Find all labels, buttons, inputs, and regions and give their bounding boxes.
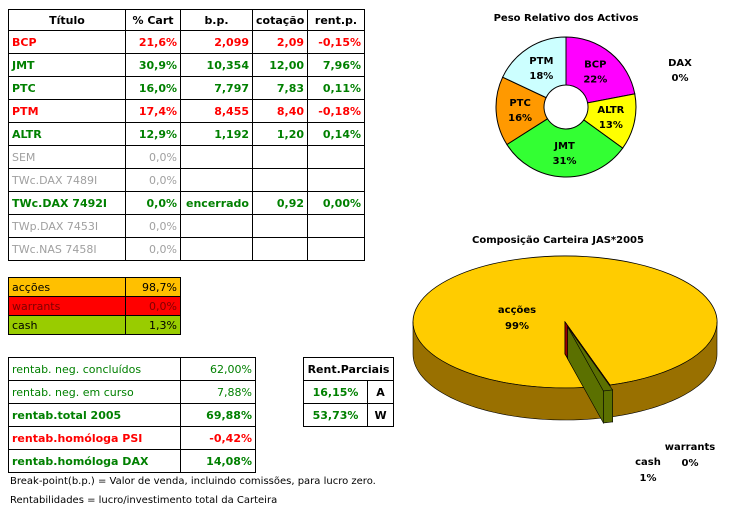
table-cell	[252, 214, 308, 238]
allocation-cell: warrants	[8, 296, 126, 316]
table-cell: 8,40	[252, 99, 308, 123]
partials-row: 53,73% W	[303, 403, 395, 427]
table-cell: 0,0%	[125, 237, 181, 261]
donut-slice	[495, 76, 549, 146]
slice-name: PTM	[529, 56, 553, 67]
table-row: ALTR 12,9% 1,192 1,20 0,14%	[8, 122, 365, 146]
allocation-cell: acções	[8, 277, 126, 297]
returns-cell: rentab.homóloga PSI	[8, 426, 181, 450]
table-cell: 2,09	[252, 30, 308, 54]
header-row: Título% Cart b.p. cotação rent.p.	[8, 9, 365, 31]
table-cell	[307, 145, 365, 169]
table-cell: 17,4%	[125, 99, 181, 123]
holdings-table: Título% Cart b.p. cotação rent.p. BCP 21,6% 2,…	[8, 9, 365, 261]
table-cell: TWc.DAX 7489I	[8, 168, 126, 192]
returns-table: rentab. neg. concluídos 62,00% rentab. neg…	[8, 357, 256, 473]
slice-name: BCP	[584, 60, 606, 71]
table-cell: TWc.DAX 7492I	[8, 191, 126, 215]
table-cell	[252, 237, 308, 261]
partials-cell: W	[366, 403, 395, 427]
partials-row: 16,15% A	[303, 380, 395, 404]
slice-side	[603, 389, 613, 424]
partials-header: Rent.Parciais	[302, 357, 395, 381]
table-cell: encerrado	[180, 191, 253, 215]
returns-cell: 7,88%	[180, 380, 256, 404]
allocation-table: acções 98,7% warrants 0,0% cash 1,3%	[8, 277, 181, 335]
slice-side	[412, 321, 602, 421]
table-row: TWc.NAS 7458I 0,0%	[8, 237, 365, 261]
table-cell: PTM	[8, 99, 126, 123]
slice-name: warrants	[665, 442, 715, 453]
allocation-cell: cash	[8, 315, 126, 335]
note: Break-point(b.p.) = Valor de venda, incl…	[10, 476, 376, 487]
partials-header-row: Rent.Parciais	[302, 357, 395, 381]
slice-name: DAX	[668, 58, 692, 69]
returns-row: rentab. neg. em curso 7,88%	[8, 380, 256, 404]
table-cell: 2,099	[180, 30, 253, 54]
table-cell: 7,83	[252, 76, 308, 100]
slice-name: JMT	[553, 141, 575, 152]
slice-label: 0%	[682, 458, 699, 469]
returns-row: rentab.homóloga PSI -0,42%	[8, 426, 256, 450]
table-cell: TWc.NAS 7458I	[8, 237, 126, 261]
table-cell: ALTR	[8, 122, 126, 146]
allocation-row: warrants 0,0%	[8, 296, 181, 316]
table-cell: BCP	[8, 30, 126, 54]
slice-name: PTC	[509, 98, 531, 109]
table-row: PTM 17,4% 8,455 8,40 -0,18%	[8, 99, 365, 123]
table-cell	[307, 237, 365, 261]
slice-label: 13%	[599, 120, 623, 131]
partials-cell: 53,73%	[303, 403, 368, 427]
allocation-row: cash 1,3%	[8, 315, 181, 335]
slice-label: 99%	[505, 321, 529, 332]
table-cell	[180, 214, 253, 238]
slice-name: acções	[498, 305, 536, 316]
returns-cell: 69,88%	[180, 403, 256, 427]
returns-cell: -0,42%	[180, 426, 256, 450]
table-cell	[180, 237, 253, 261]
header-cell: rent.p.	[307, 9, 365, 31]
partials-table: Rent.Parciais 16,15% A 53,73% W	[302, 357, 395, 427]
table-cell: 16,0%	[125, 76, 181, 100]
donut-slice	[565, 36, 636, 104]
table-row: TWp.DAX 7453I 0,0%	[8, 214, 365, 238]
table-row: TWc.DAX 7489I 0,0%	[8, 168, 365, 192]
table-cell: 0,00%	[307, 191, 365, 215]
partials-cell: A	[366, 380, 395, 404]
slice-label: 1%	[640, 473, 657, 484]
donut-slice	[506, 118, 624, 178]
slice-label: 18%	[529, 71, 553, 82]
donut-slice	[501, 36, 567, 99]
returns-cell: 14,08%	[180, 449, 256, 473]
table-cell: 12,9%	[125, 122, 181, 146]
note: Rentabilidades = lucro/investimento tota…	[10, 495, 278, 506]
table-row: BCP 21,6% 2,099 2,09 -0,15%	[8, 30, 365, 54]
chart-title: Peso Relativo dos Activos	[494, 13, 639, 24]
slice-name: ALTR	[597, 105, 624, 116]
table-cell: 8,455	[180, 99, 253, 123]
returns-cell: rentab.homóloga DAX	[8, 449, 181, 473]
allocation-cell: 1,3%	[125, 315, 181, 335]
allocation-cell: 0,0%	[125, 296, 181, 316]
returns-row: rentab.homóloga DAX 14,08%	[8, 449, 256, 473]
table-row: TWc.DAX 7492I 0,0% encerrado 0,92 0,00%	[8, 191, 365, 215]
slice-label: 22%	[583, 75, 607, 86]
table-cell: 10,354	[180, 53, 253, 77]
chart-title: Composição Carteira JAS*2005	[472, 235, 644, 246]
slice-label: 0%	[672, 73, 689, 84]
slice-label: 31%	[553, 156, 577, 167]
table-cell: 7,96%	[307, 53, 365, 77]
slice-label: 16%	[508, 113, 532, 124]
table-cell: -0,18%	[307, 99, 365, 123]
table-cell: 1,192	[180, 122, 253, 146]
table-cell: 0,0%	[125, 191, 181, 215]
slice-name: cash	[635, 457, 661, 468]
